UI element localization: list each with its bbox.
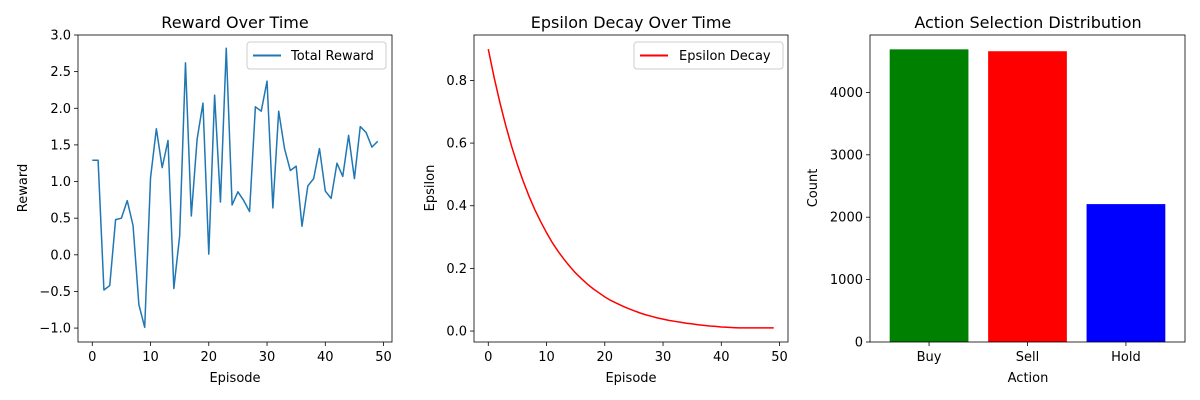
bar-sell: [988, 51, 1067, 343]
x-tick-label-hold: Hold: [1111, 350, 1141, 365]
y-tick-label: 1.0: [50, 175, 71, 190]
y-axis-label: Reward: [16, 164, 31, 212]
x-tick-label-sell: Sell: [1016, 350, 1039, 365]
y-tick-label: 0: [855, 336, 863, 351]
legend: Epsilon Decay: [633, 41, 784, 70]
plot-frame: [473, 34, 789, 343]
y-tick-label: 1000: [830, 273, 863, 288]
legend: Total Reward: [246, 41, 387, 70]
x-tick-label: 0: [484, 350, 492, 365]
y-tick-label: 3.0: [50, 29, 71, 44]
x-tick-label: 30: [655, 350, 672, 365]
x-tick-label: 50: [771, 350, 788, 365]
series-line-total-reward: [92, 47, 379, 329]
bar-buy: [889, 49, 969, 343]
y-tick-label: 2000: [830, 211, 863, 226]
x-tick-label: 40: [713, 350, 730, 365]
y-tick-label: −1.0: [39, 322, 71, 337]
y-tick-label: 2.0: [50, 102, 71, 117]
y-tick-label: 0.4: [446, 199, 467, 214]
x-tick-label: 10: [142, 350, 159, 365]
legend-label-epsilon-decay: Epsilon Decay: [679, 49, 771, 64]
y-tick-label: 0.2: [446, 262, 467, 277]
chart-reward-over-time: Reward Over Time 0 10 20 30 40 50 −1.0 −0.5 0.0…: [16, 13, 393, 386]
plot-frame: [77, 34, 393, 343]
chart-title: Epsilon Decay Over Time: [531, 13, 732, 32]
y-axis-label: Count: [806, 169, 821, 208]
y-tick-label: −0.5: [39, 285, 71, 300]
chart-action-distribution: Action Selection Distribution Buy Sell Hol…: [806, 13, 1186, 386]
y-tick-label: 0.5: [50, 212, 71, 227]
x-tick-label: 20: [597, 350, 614, 365]
x-tick-label: 40: [317, 350, 334, 365]
y-tick-label: 3000: [830, 148, 863, 163]
legend-label-total-reward: Total Reward: [290, 49, 374, 64]
x-axis-label: Episode: [605, 371, 656, 386]
x-axis-label: Episode: [209, 371, 260, 386]
chart-epsilon-decay: Epsilon Decay Over Time 0 10 20 30 40 50 0.0 0…: [423, 13, 789, 386]
chart-title: Action Selection Distribution: [914, 13, 1141, 32]
y-tick-label: 0.6: [446, 137, 467, 152]
y-tick-label: 0.8: [446, 74, 467, 89]
series-line-epsilon-decay: [487, 48, 774, 329]
x-tick-label-buy: Buy: [917, 350, 942, 365]
y-tick-label: 0.0: [446, 325, 467, 340]
y-tick-label: 4000: [830, 86, 863, 101]
x-tick-label: 10: [538, 350, 555, 365]
legend-box: [246, 41, 387, 70]
x-tick-label: 50: [375, 350, 392, 365]
bar-hold: [1086, 204, 1166, 342]
chart-title: Reward Over Time: [161, 13, 308, 32]
x-tick-label: 0: [88, 350, 96, 365]
y-tick-label: 1.5: [50, 138, 71, 153]
x-tick-label: 20: [201, 350, 218, 365]
x-axis-label: Action: [1008, 371, 1049, 386]
x-tick-label: 30: [259, 350, 276, 365]
y-axis-label: Epsilon: [423, 165, 438, 212]
legend-box: [633, 41, 784, 70]
y-tick-label: 2.5: [50, 65, 71, 80]
y-tick-label: 0.0: [50, 248, 71, 263]
